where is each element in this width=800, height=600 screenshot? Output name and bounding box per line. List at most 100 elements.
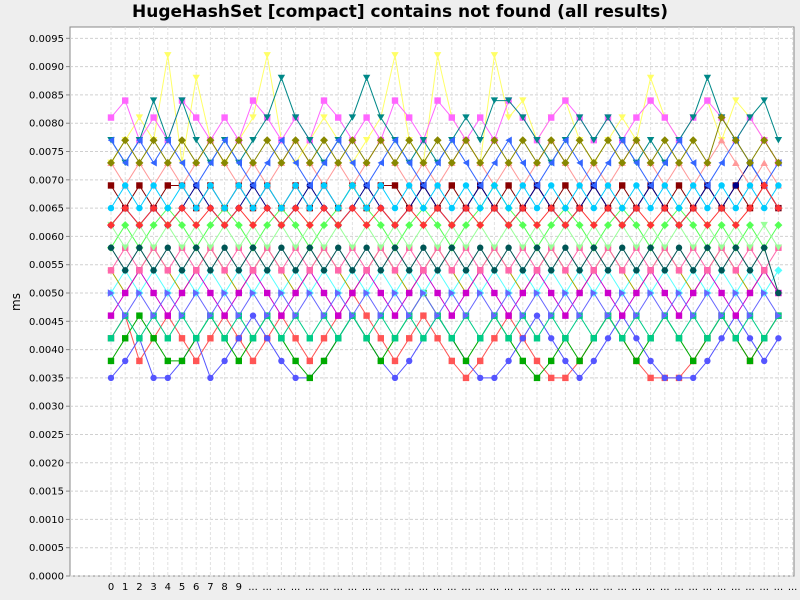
x-tick-label: ... xyxy=(262,582,272,593)
data-point xyxy=(405,221,414,230)
data-point xyxy=(249,357,257,365)
data-point xyxy=(704,204,711,212)
data-point xyxy=(235,289,242,297)
data-point xyxy=(363,181,370,190)
data-point xyxy=(632,221,641,230)
data-point xyxy=(363,289,370,297)
data-point xyxy=(107,244,115,251)
y-tick-label: 0.0020 xyxy=(29,458,64,469)
data-point xyxy=(761,267,768,274)
data-point xyxy=(178,182,186,189)
y-tick-label: 0.0085 xyxy=(29,90,64,101)
x-tick-label: ... xyxy=(461,582,471,593)
data-point xyxy=(405,204,414,213)
data-point xyxy=(349,267,356,274)
data-point xyxy=(633,335,640,342)
y-tick-label: 0.0065 xyxy=(29,204,64,215)
data-point xyxy=(320,204,328,213)
data-point xyxy=(533,158,541,167)
data-point xyxy=(376,136,385,145)
data-point xyxy=(533,204,541,212)
data-point xyxy=(249,136,257,144)
data-point xyxy=(774,266,783,275)
x-tick-label: 7 xyxy=(207,582,213,593)
data-point xyxy=(434,267,441,274)
series-line xyxy=(110,184,779,226)
data-point xyxy=(192,221,201,230)
data-point xyxy=(405,244,413,251)
data-point xyxy=(278,204,285,212)
data-point xyxy=(576,374,583,382)
data-point xyxy=(732,97,740,104)
y-tick-label: 0.0040 xyxy=(29,345,64,356)
data-point xyxy=(107,182,115,189)
data-point xyxy=(234,204,243,213)
data-point xyxy=(306,374,313,382)
data-point xyxy=(405,136,414,145)
data-point xyxy=(207,289,214,297)
data-point xyxy=(292,374,299,382)
data-point xyxy=(774,221,783,230)
x-tick-label: ... xyxy=(333,582,343,593)
data-point xyxy=(391,267,399,274)
data-point xyxy=(292,267,299,274)
data-point xyxy=(462,289,470,297)
data-point xyxy=(178,244,186,251)
data-point xyxy=(107,312,115,319)
data-point xyxy=(135,158,144,167)
data-point xyxy=(249,114,257,121)
data-point xyxy=(761,357,768,365)
x-tick-label: 5 xyxy=(179,582,185,593)
data-point xyxy=(718,311,725,320)
data-point xyxy=(420,312,427,319)
data-point xyxy=(590,204,597,212)
x-tick-label: 1 xyxy=(122,582,128,593)
data-point xyxy=(619,136,626,144)
data-point xyxy=(150,374,157,382)
y-tick-label: 0.0090 xyxy=(29,62,64,73)
data-point xyxy=(150,289,157,297)
data-point xyxy=(249,267,257,274)
data-point xyxy=(703,221,712,230)
data-point xyxy=(476,158,485,167)
x-tick-label: ... xyxy=(646,582,656,593)
data-point xyxy=(646,136,655,144)
data-point xyxy=(619,289,626,297)
data-point xyxy=(675,136,683,144)
data-point xyxy=(306,181,313,190)
data-point xyxy=(618,158,627,167)
data-point xyxy=(107,136,115,144)
data-point xyxy=(775,335,782,342)
data-point xyxy=(718,335,725,342)
data-point xyxy=(193,114,200,121)
data-point xyxy=(377,267,384,274)
data-point xyxy=(633,159,640,167)
data-point xyxy=(320,289,328,297)
data-point xyxy=(504,221,513,230)
data-point xyxy=(164,244,171,251)
data-point xyxy=(547,244,555,251)
data-point xyxy=(718,182,725,189)
data-point xyxy=(178,267,186,274)
data-point xyxy=(335,267,342,274)
x-tick-label: ... xyxy=(731,582,741,593)
data-point xyxy=(533,335,541,342)
data-point xyxy=(632,136,641,145)
data-point xyxy=(206,244,215,251)
data-point xyxy=(122,182,129,189)
y-axis-title: ms xyxy=(9,293,23,311)
data-point xyxy=(164,136,171,144)
y-tick-label: 0.0000 xyxy=(29,572,64,583)
data-point xyxy=(690,182,697,189)
data-point xyxy=(619,335,626,342)
data-point xyxy=(363,114,370,121)
data-point xyxy=(519,289,526,297)
data-point xyxy=(221,136,228,144)
y-tick-label: 0.0010 xyxy=(29,515,64,526)
data-point xyxy=(547,136,556,145)
data-point xyxy=(717,204,726,213)
data-point xyxy=(249,312,257,319)
data-point xyxy=(320,267,328,274)
data-point xyxy=(362,136,371,144)
data-point xyxy=(363,335,370,342)
